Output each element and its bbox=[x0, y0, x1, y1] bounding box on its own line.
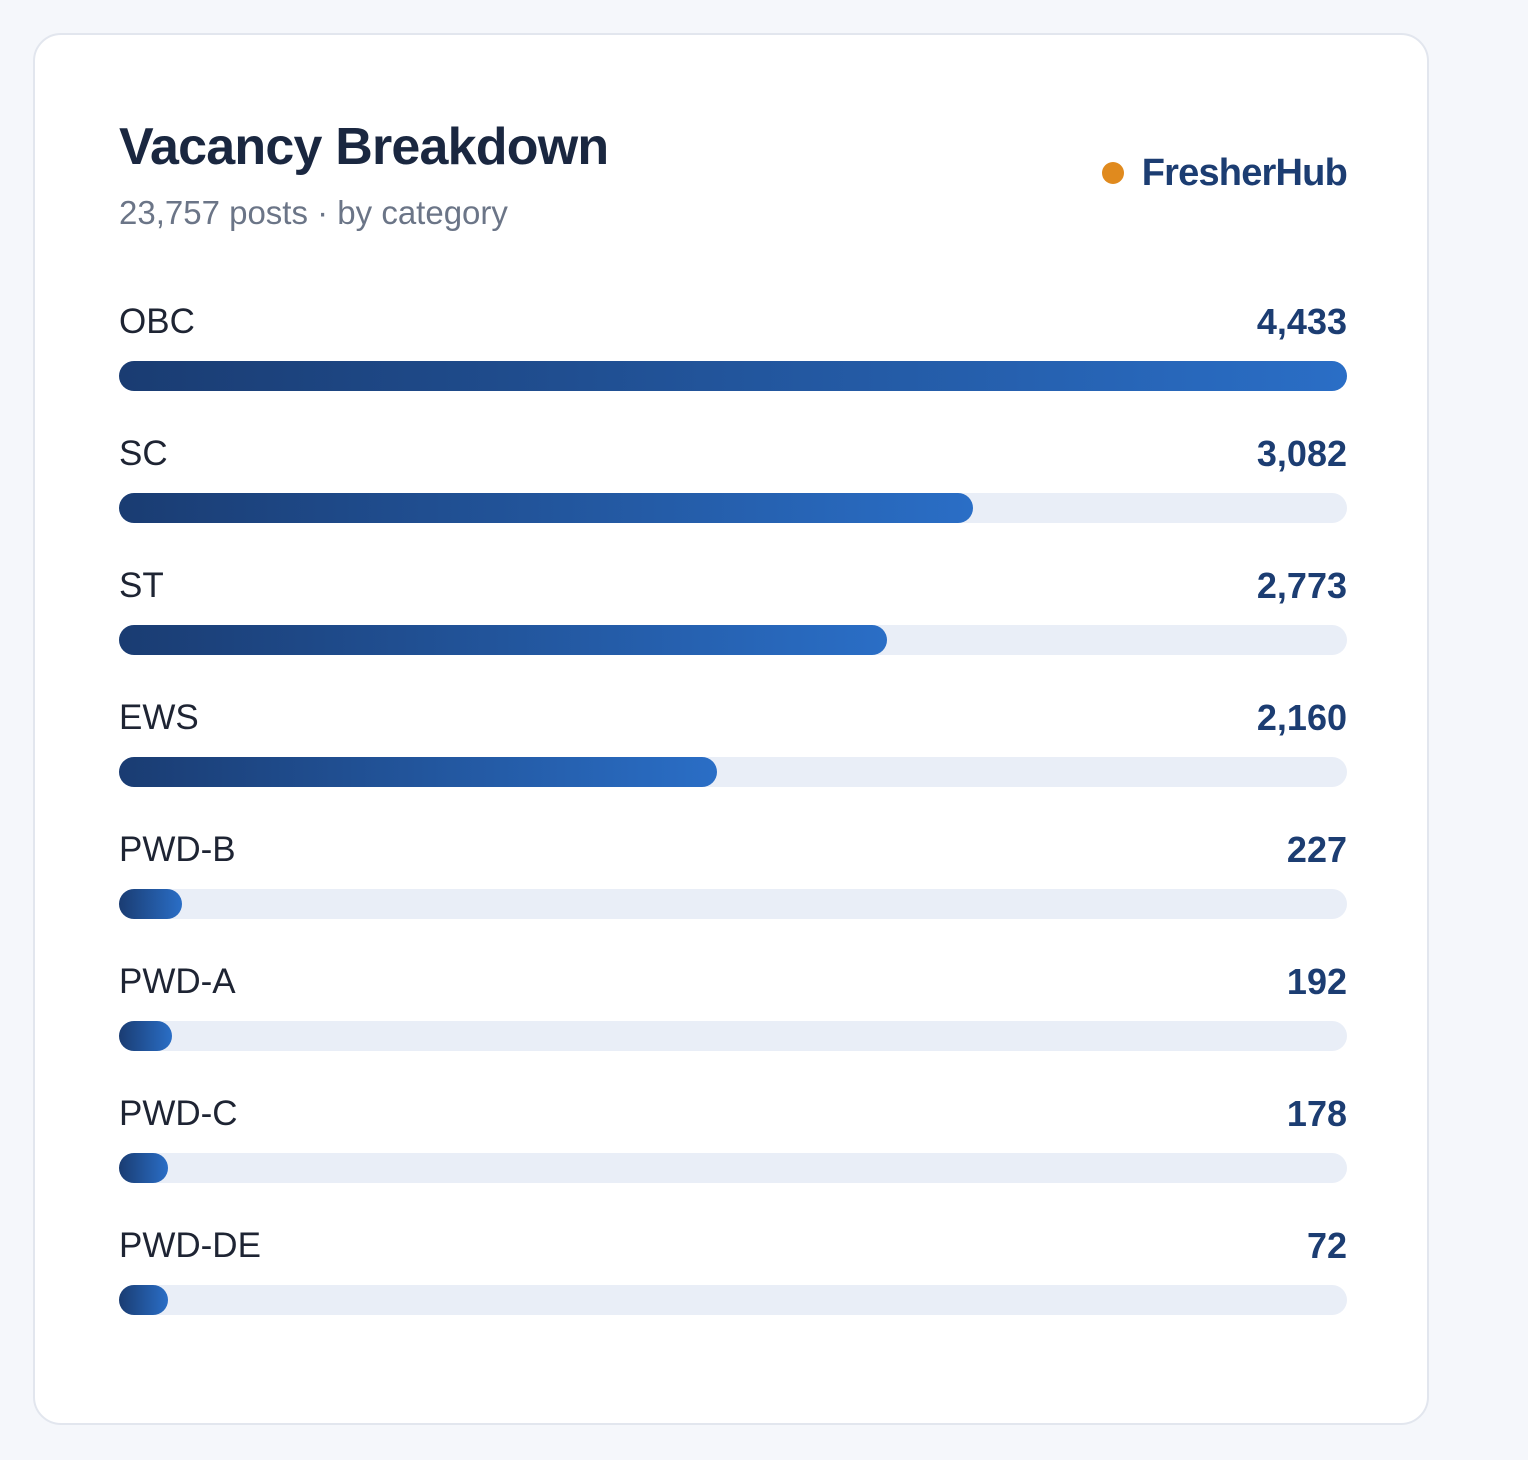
category-label: ST bbox=[119, 566, 164, 605]
category-label: EWS bbox=[119, 698, 199, 737]
chart-subtitle: 23,757 posts · by category bbox=[119, 194, 508, 231]
value-label: 2,773 bbox=[1256, 565, 1347, 606]
bar-fill-pwd-b bbox=[119, 889, 182, 919]
bar-fill-st bbox=[119, 625, 888, 655]
card-header: Vacancy Breakdown 23,757 posts · by cate… bbox=[119, 117, 1348, 237]
category-label: OBC bbox=[119, 302, 195, 341]
bar-row-header: PWD-A 192 bbox=[119, 960, 1347, 1004]
bar-row-pwd-a: PWD-A 192 bbox=[119, 960, 1347, 1092]
vacancy-breakdown-card: Vacancy Breakdown 23,757 posts · by cate… bbox=[33, 33, 1429, 1425]
bar-track bbox=[119, 361, 1347, 391]
bar-fill-pwd-de bbox=[119, 1285, 169, 1315]
bar-row-sc: SC 3,082 bbox=[119, 432, 1347, 564]
value-label: 72 bbox=[1306, 1225, 1347, 1266]
value-label: 4,433 bbox=[1256, 301, 1347, 342]
value-label: 227 bbox=[1286, 829, 1347, 870]
category-label: PWD-B bbox=[119, 830, 236, 869]
category-label: SC bbox=[119, 434, 168, 473]
bar-row-header: PWD-C 178 bbox=[119, 1092, 1347, 1136]
bar-track bbox=[119, 757, 1347, 787]
bar-row-header: PWD-DE 72 bbox=[119, 1224, 1347, 1268]
category-label: PWD-C bbox=[119, 1094, 238, 1133]
bar-track bbox=[119, 493, 1347, 523]
bar-row-pwd-b: PWD-B 227 bbox=[119, 828, 1347, 960]
brand-badge: FresherHub bbox=[1101, 151, 1348, 195]
bar-fill-pwd-c bbox=[119, 1153, 169, 1183]
bar-row-obc: OBC 4,433 bbox=[119, 300, 1347, 432]
bar-fill-pwd-a bbox=[119, 1021, 173, 1051]
bar-row-pwd-c: PWD-C 178 bbox=[119, 1092, 1347, 1224]
bar-row-header: SC 3,082 bbox=[119, 432, 1347, 476]
bar-track bbox=[119, 1021, 1347, 1051]
value-label: 2,160 bbox=[1256, 697, 1347, 738]
value-label: 178 bbox=[1286, 1093, 1347, 1134]
category-label: PWD-A bbox=[119, 962, 236, 1001]
category-label: PWD-DE bbox=[119, 1226, 261, 1265]
bar-row-st: ST 2,773 bbox=[119, 564, 1347, 696]
bar-track bbox=[119, 625, 1347, 655]
brand-name: FresherHub bbox=[1141, 152, 1348, 194]
value-label: 192 bbox=[1286, 961, 1347, 1002]
bar-track bbox=[119, 1153, 1347, 1183]
bar-track bbox=[119, 889, 1347, 919]
brand-dot-icon bbox=[1101, 162, 1124, 184]
bar-fill-ews bbox=[119, 757, 718, 787]
bar-row-pwd-de: PWD-DE 72 bbox=[119, 1224, 1347, 1356]
bar-fill-sc bbox=[119, 493, 973, 523]
bar-row-header: PWD-B 227 bbox=[119, 828, 1347, 872]
bar-row-header: OBC 4,433 bbox=[119, 300, 1347, 344]
bar-row-ews: EWS 2,160 bbox=[119, 696, 1347, 828]
bar-fill-obc bbox=[119, 361, 1347, 391]
bar-row-header: ST 2,773 bbox=[119, 564, 1347, 608]
bar-row-header: EWS 2,160 bbox=[119, 696, 1347, 740]
bar-track bbox=[119, 1285, 1347, 1315]
bar-chart: OBC 4,433 SC 3,082 ST 2,773 bbox=[119, 300, 1347, 1356]
chart-title: Vacancy Breakdown bbox=[119, 118, 609, 176]
value-label: 3,082 bbox=[1256, 433, 1347, 474]
